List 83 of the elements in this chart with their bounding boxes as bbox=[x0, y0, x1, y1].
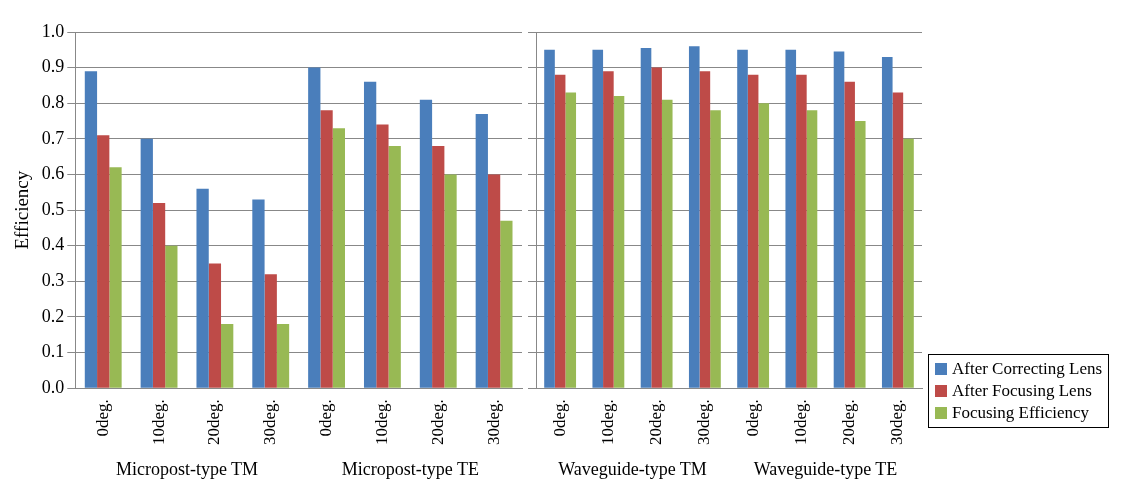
bar bbox=[320, 110, 333, 388]
bar bbox=[165, 245, 178, 388]
text: Waveguide-type TE bbox=[753, 458, 898, 479]
y-tick-label: 1.0 bbox=[41, 20, 65, 41]
y-tick-label: 0.2 bbox=[41, 305, 65, 326]
bar bbox=[737, 49, 748, 388]
bar bbox=[196, 188, 209, 388]
bar bbox=[363, 81, 377, 388]
x-tick-label: 0deg. bbox=[742, 399, 762, 437]
bar bbox=[613, 96, 625, 388]
y-tick-label: 0.1 bbox=[41, 341, 65, 362]
bar bbox=[252, 199, 265, 388]
bar bbox=[444, 174, 457, 388]
bar bbox=[84, 71, 98, 388]
bar bbox=[796, 74, 807, 388]
bar bbox=[97, 135, 110, 388]
x-tick-label: 0deg. bbox=[549, 399, 569, 437]
bar bbox=[699, 71, 711, 388]
x-tick-label: 10deg. bbox=[371, 399, 391, 445]
bar bbox=[221, 324, 234, 388]
bar bbox=[758, 103, 770, 388]
x-tick-label: 30deg. bbox=[887, 399, 907, 445]
text: Waveguide-type TM bbox=[558, 458, 707, 479]
y-tick-label: 0.4 bbox=[41, 234, 65, 255]
y-tick-label: 0.5 bbox=[41, 198, 65, 219]
bar bbox=[475, 113, 488, 388]
x-tick-label: 10deg. bbox=[148, 399, 168, 445]
bar bbox=[892, 92, 904, 388]
legend-label: After Correcting Lens bbox=[952, 358, 1103, 380]
bar bbox=[308, 67, 321, 388]
bar bbox=[651, 67, 662, 388]
x-tick-label: 20deg. bbox=[646, 399, 666, 445]
legend-label: After Focusing Lens bbox=[952, 380, 1092, 402]
bar bbox=[332, 128, 345, 388]
bar bbox=[208, 263, 222, 388]
bar bbox=[376, 124, 389, 388]
text: Micropost-type TM bbox=[115, 458, 259, 479]
x-tick-label: 10deg. bbox=[790, 399, 810, 445]
bar bbox=[833, 51, 845, 388]
bar bbox=[785, 49, 797, 388]
bar bbox=[661, 99, 673, 388]
bar bbox=[140, 138, 153, 388]
y-tick-label: 0.7 bbox=[41, 127, 65, 148]
x-tick-label: 20deg. bbox=[204, 399, 224, 445]
bar bbox=[806, 110, 818, 388]
bar bbox=[640, 48, 652, 388]
x-tick-label: 30deg. bbox=[483, 399, 503, 445]
bar bbox=[152, 202, 166, 388]
y-tick-label: 0.3 bbox=[41, 270, 65, 291]
bar bbox=[500, 220, 513, 388]
bar bbox=[554, 74, 566, 388]
bar bbox=[854, 121, 866, 388]
bar bbox=[747, 74, 759, 388]
y-axis-title: Efficiency bbox=[11, 170, 33, 250]
bar bbox=[881, 56, 893, 388]
bar bbox=[264, 274, 277, 388]
bar bbox=[903, 138, 914, 388]
x-tick-label: 0deg. bbox=[92, 399, 112, 437]
bar bbox=[603, 71, 614, 388]
y-tick-label: 0.9 bbox=[41, 56, 65, 77]
x-tick-label: 20deg. bbox=[839, 399, 859, 445]
bar bbox=[432, 145, 445, 388]
x-tick-label: 20deg. bbox=[427, 399, 447, 445]
x-tick-label: 30deg. bbox=[694, 399, 714, 445]
bar bbox=[592, 49, 604, 388]
bar bbox=[276, 324, 290, 388]
bar bbox=[688, 46, 700, 388]
y-tick-label: 0.0 bbox=[41, 376, 65, 397]
bar bbox=[487, 174, 501, 388]
text: Micropost-type TE bbox=[341, 458, 479, 479]
bar bbox=[109, 167, 122, 388]
bar bbox=[419, 99, 433, 388]
bar bbox=[565, 92, 577, 388]
x-tick-label: 10deg. bbox=[597, 399, 617, 445]
x-tick-label: 0deg. bbox=[316, 399, 336, 437]
bar bbox=[388, 145, 401, 388]
y-tick-label: 0.8 bbox=[41, 91, 65, 112]
legend-label: Focusing Efficiency bbox=[952, 402, 1090, 424]
bar bbox=[844, 81, 855, 388]
bar bbox=[710, 110, 721, 388]
x-tick-label: 30deg. bbox=[260, 399, 280, 445]
y-tick-label: 0.6 bbox=[41, 163, 65, 184]
bar bbox=[544, 49, 555, 388]
